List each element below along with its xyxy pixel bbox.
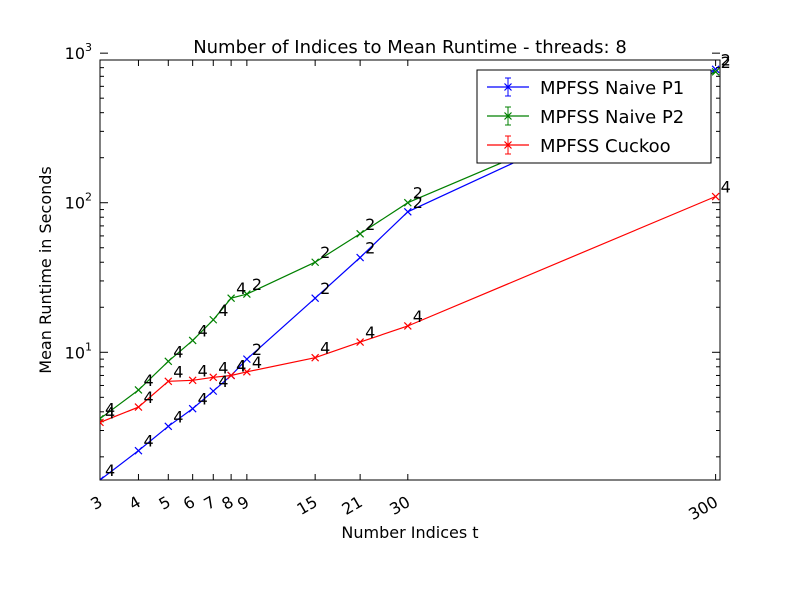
point-label: 4: [105, 400, 115, 419]
data-point: [356, 229, 365, 238]
point-label: 2: [252, 340, 262, 359]
data-point: [403, 207, 412, 216]
data-point: [242, 367, 251, 376]
point-label: 2: [365, 215, 375, 234]
point-label: 2: [320, 243, 330, 262]
point-label: 4: [218, 372, 228, 391]
point-label: 4: [413, 307, 423, 326]
legend-label: MPFSS Naive P1: [540, 78, 684, 99]
point-label: 2: [413, 184, 423, 203]
data-point: [711, 65, 720, 74]
point-label: 4: [198, 321, 208, 340]
data-point: [209, 373, 218, 382]
y-axis-label: Mean Runtime in Seconds: [36, 166, 55, 373]
y-axis: 101 102 103: [65, 41, 720, 458]
data-point: [227, 371, 236, 380]
y-tick-label: 103: [65, 41, 92, 63]
data-point: [403, 198, 412, 207]
data-point: [227, 294, 236, 303]
data-point: [209, 315, 218, 324]
data-point: [134, 403, 143, 412]
data-point: [242, 290, 251, 299]
data-point: [188, 376, 197, 385]
point-label: 4: [143, 432, 153, 451]
data-point: [403, 322, 412, 330]
legend-label: MPFSS Naive P2: [540, 107, 684, 128]
data-point: [164, 357, 173, 366]
y-tick-label: 102: [65, 191, 92, 213]
y-tick-label: 101: [65, 340, 92, 362]
point-label: 4: [198, 361, 208, 380]
data-point: [356, 338, 365, 347]
point-label: 2: [365, 239, 375, 258]
point-label: 4: [198, 390, 208, 409]
data-point: [711, 192, 720, 201]
point-label: 2: [721, 50, 731, 69]
data-point: [134, 386, 143, 394]
point-label: 4: [173, 362, 183, 381]
data-point: [188, 404, 197, 413]
legend-label: MPFSS Cuckoo: [540, 136, 671, 157]
point-label: 4: [143, 388, 153, 407]
data-point: [209, 387, 218, 396]
point-label: 4: [173, 407, 183, 426]
data-point: [134, 446, 143, 455]
point-label: 4: [365, 323, 375, 342]
point-label: 4: [105, 461, 115, 480]
legend: MPFSS Naive P1 MPFSS Naive P2 MPFSS Cuckoo: [476, 69, 712, 164]
data-point: [311, 258, 320, 267]
point-label: 2: [252, 275, 262, 294]
data-point: [311, 353, 320, 362]
point-label: 2: [413, 193, 423, 212]
point-label: 2: [721, 53, 731, 72]
point-label: 4: [218, 358, 228, 377]
point-label: 4: [721, 178, 731, 197]
point-label: 4: [173, 342, 183, 361]
point-label: 4: [236, 356, 246, 375]
data-point: [242, 355, 251, 364]
series-layer: [100, 65, 720, 480]
data-point: [711, 67, 720, 76]
point-label: 2: [320, 279, 330, 298]
data-point: [356, 253, 365, 262]
point-label: 4: [143, 371, 153, 390]
point-label: 4: [252, 353, 262, 372]
data-point: [311, 294, 320, 303]
data-point: [100, 476, 104, 480]
x-axis-label: Number Indices t: [341, 523, 478, 542]
point-label: 4: [218, 301, 228, 320]
chart-title: Number of Indices to Mean Runtime - thre…: [193, 37, 627, 58]
data-point: [188, 336, 197, 345]
point-label: 4: [105, 403, 115, 422]
point-label: 4: [236, 356, 246, 375]
data-point: [164, 377, 173, 386]
point-label: 4: [320, 339, 330, 358]
data-point: [164, 422, 173, 431]
data-point: [100, 418, 104, 427]
point-label: 4: [236, 279, 246, 298]
